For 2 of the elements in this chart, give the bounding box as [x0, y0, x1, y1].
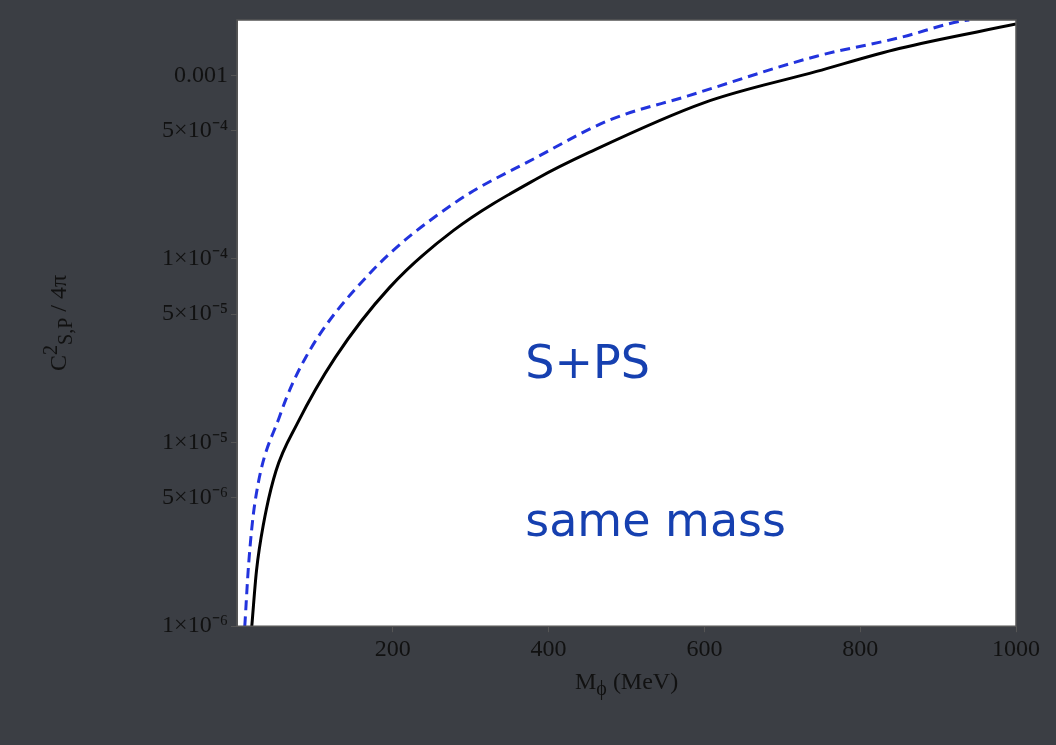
annotation: same mass [525, 492, 787, 547]
annotation: S+PS [525, 335, 650, 390]
